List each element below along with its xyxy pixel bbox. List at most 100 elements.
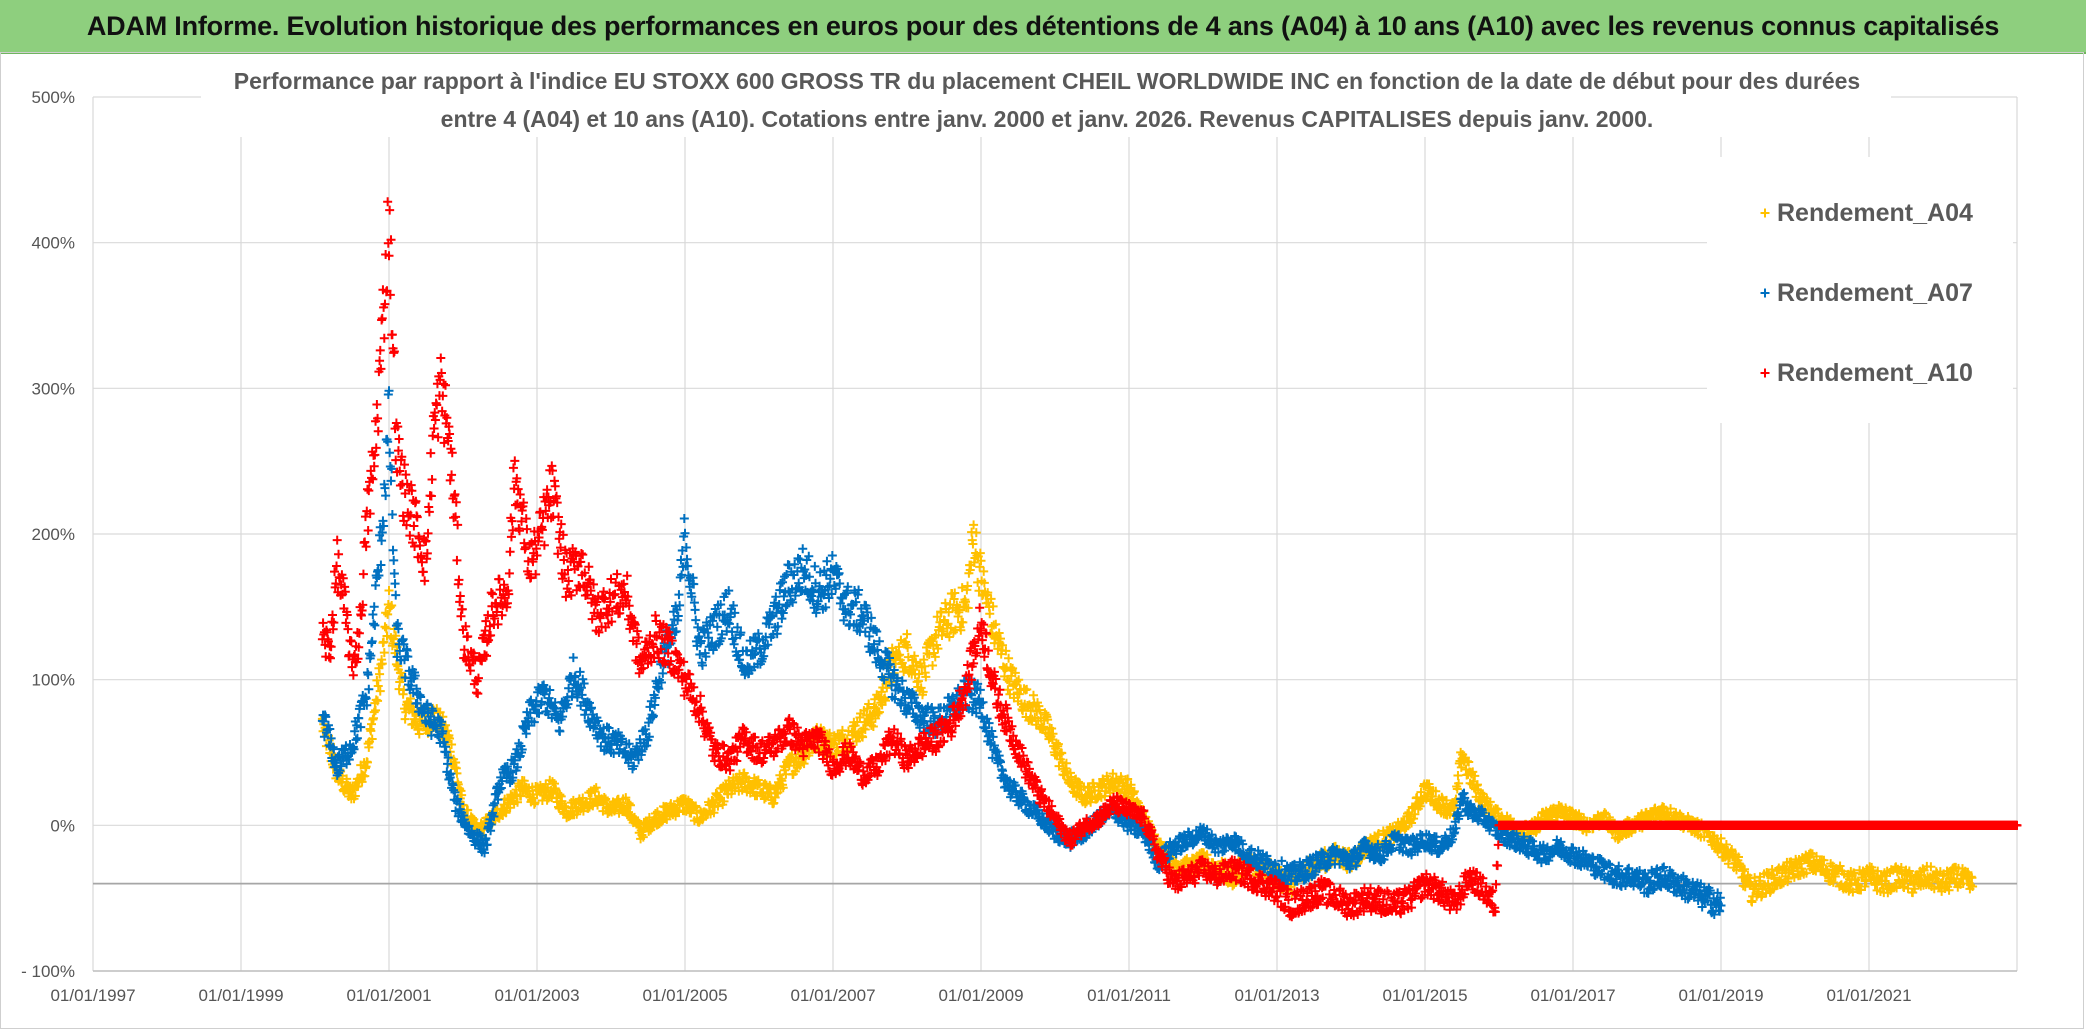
data-point: [944, 632, 954, 642]
data-point: [377, 659, 387, 669]
data-point: [375, 686, 385, 696]
data-point: [512, 797, 522, 807]
data-point: [364, 684, 374, 694]
data-point: [455, 784, 465, 794]
data-point: [373, 681, 383, 691]
data-point: [769, 798, 779, 808]
data-point: [679, 514, 689, 524]
data-point: [505, 547, 515, 557]
data-point: [914, 669, 924, 679]
data-point: [463, 631, 473, 641]
data-point: [645, 702, 655, 712]
data-point: [760, 779, 770, 789]
data-point: [787, 750, 797, 760]
x-tick-label: 01/01/2011: [1087, 986, 1171, 1005]
data-point: [930, 652, 940, 662]
data-point: [864, 699, 874, 709]
data-point: [436, 353, 446, 363]
data-point: [451, 512, 461, 522]
data-point: [924, 649, 934, 659]
x-tick-label: 01/01/2013: [1234, 986, 1319, 1005]
data-point: [921, 672, 931, 682]
data-point: [369, 707, 379, 717]
data-point: [382, 631, 392, 641]
data-point: [473, 689, 483, 699]
data-point: [778, 577, 788, 587]
data-point: [380, 622, 390, 632]
data-point: [713, 801, 723, 811]
data-point: [379, 637, 389, 647]
y-tick-label: 0%: [50, 816, 75, 835]
data-point: [414, 729, 424, 739]
data-point: [465, 666, 475, 676]
data-point: [626, 800, 636, 810]
y-tick-label: 300%: [32, 379, 75, 398]
x-tick-label: 01/01/2015: [1382, 986, 1467, 1005]
data-point: [873, 708, 883, 718]
data-point: [412, 512, 422, 522]
data-point: [371, 580, 381, 590]
data-point: [463, 805, 473, 815]
data-point: [712, 622, 722, 632]
data-point: [555, 790, 565, 800]
data-point: [342, 774, 352, 784]
data-point: [433, 432, 443, 442]
data-point: [909, 651, 919, 661]
data-point: [383, 609, 393, 619]
y-tick-label: - 100%: [21, 962, 75, 981]
data-point: [375, 345, 385, 355]
data-point: [373, 426, 383, 436]
report-banner-title: ADAM Informe. Evolution historique des p…: [86, 10, 2000, 41]
data-point: [384, 585, 394, 595]
data-point: [932, 612, 942, 622]
data-point: [759, 794, 769, 804]
data-point: [428, 431, 438, 441]
data-point: [389, 569, 399, 579]
data-point: [369, 619, 379, 629]
data-point: [395, 480, 405, 490]
data-point: [360, 771, 370, 781]
data-point: [876, 687, 886, 697]
data-point: [957, 583, 967, 593]
data-point: [390, 579, 400, 589]
data-point: [327, 610, 337, 620]
data-point: [385, 205, 395, 215]
data-point: [389, 555, 399, 565]
data-point: [494, 574, 504, 584]
data-point: [354, 628, 364, 638]
x-tick-label: 01/01/2005: [642, 986, 727, 1005]
data-point: [343, 624, 353, 634]
data-point: [455, 591, 465, 601]
data-point: [777, 614, 787, 624]
data-point: [956, 625, 966, 635]
data-point: [583, 803, 593, 813]
data-point: [530, 798, 540, 808]
data-point: [372, 399, 382, 409]
data-point: [550, 481, 560, 491]
data-point: [375, 669, 385, 679]
data-point: [452, 555, 462, 565]
data-point: [638, 832, 648, 842]
data-point: [825, 728, 835, 738]
x-tick-label: 01/01/2007: [790, 986, 875, 1005]
data-point: [933, 644, 943, 654]
data-point: [662, 814, 672, 824]
x-tick-label: 01/01/2019: [1678, 986, 1763, 1005]
data-point: [810, 561, 820, 571]
data-point: [510, 500, 520, 510]
chart-data-series: [317, 197, 2022, 922]
data-point: [387, 600, 397, 610]
data-point: [858, 732, 868, 742]
data-point: [690, 605, 700, 615]
data-point: [928, 660, 938, 670]
data-point: [363, 670, 373, 680]
data-point: [903, 642, 913, 652]
data-point: [385, 602, 395, 612]
data-point: [508, 463, 518, 473]
data-point: [332, 535, 342, 545]
data-point: [341, 618, 351, 628]
data-point: [329, 618, 339, 628]
data-point: [429, 424, 439, 434]
data-point: [391, 659, 401, 669]
data-point: [719, 796, 729, 806]
